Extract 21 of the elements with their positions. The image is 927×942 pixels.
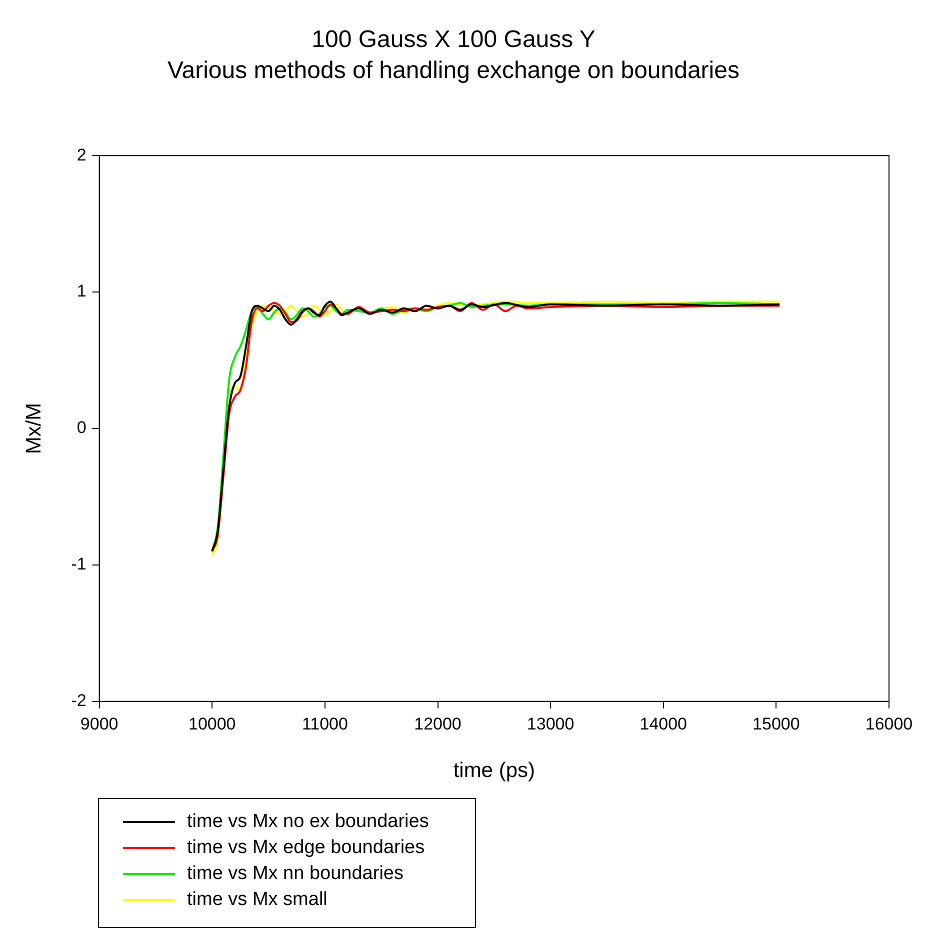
chart-title: 100 Gauss X 100 Gauss Y xyxy=(312,26,596,54)
x-tick-label: 9000 xyxy=(80,714,118,734)
legend-label: time vs Mx edge boundaries xyxy=(187,837,425,859)
y-axis-title: Mx/M xyxy=(22,402,46,454)
legend-label: time vs Mx no ex boundaries xyxy=(187,811,429,833)
x-tick-label: 13000 xyxy=(526,714,574,734)
x-tick-label: 15000 xyxy=(752,714,800,734)
y-tick-label: 1 xyxy=(76,282,86,301)
legend-label: time vs Mx nn boundaries xyxy=(187,863,404,885)
x-tick-label: 10000 xyxy=(188,714,236,734)
x-tick-label: 11000 xyxy=(302,714,348,734)
legend-label: time vs Mx small xyxy=(187,889,328,911)
y-tick-label: -1 xyxy=(71,554,86,574)
chart-subtitle: Various methods of handling exchange on boundaries xyxy=(168,56,740,84)
x-tick-label: 12000 xyxy=(414,714,462,734)
x-axis-title: time (ps) xyxy=(453,759,535,782)
x-tick-label: 16000 xyxy=(865,714,913,734)
y-tick-label: 0 xyxy=(76,418,86,438)
y-tick-label: 2 xyxy=(76,145,86,164)
y-tick-label: -2 xyxy=(71,691,86,710)
x-tick-label: 14000 xyxy=(640,714,688,734)
